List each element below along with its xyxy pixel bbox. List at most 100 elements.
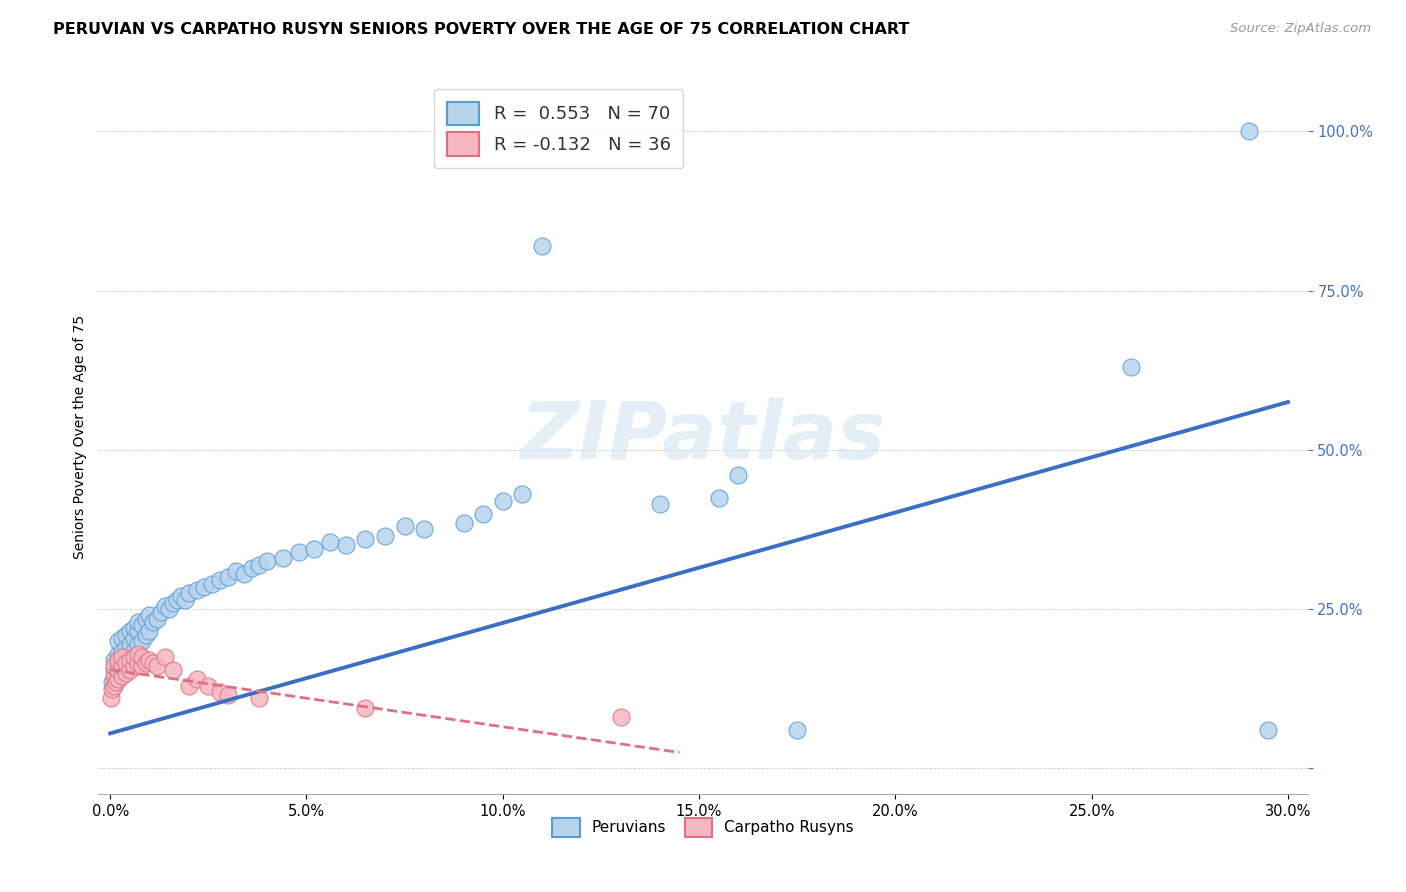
Point [177, 586, 200, 600]
Point [122, 659, 145, 673]
Point [201, 576, 224, 591]
Point [197, 679, 219, 693]
Point [127, 637, 149, 651]
Point [100, 691, 122, 706]
Point [103, 663, 125, 677]
Point [107, 672, 129, 686]
Point [1257, 723, 1279, 738]
Point [150, 605, 173, 619]
Point [177, 679, 200, 693]
Point [786, 723, 808, 738]
Point [103, 679, 125, 693]
Point [122, 643, 145, 657]
Point [271, 551, 294, 566]
Point [111, 649, 134, 664]
Point [394, 519, 416, 533]
Point [146, 659, 169, 673]
Point [162, 663, 184, 677]
Point [122, 621, 145, 635]
Point [166, 592, 188, 607]
Point [240, 560, 263, 574]
Point [232, 567, 254, 582]
Point [107, 647, 129, 661]
Point [209, 574, 232, 588]
Point [354, 532, 377, 546]
Point [413, 523, 436, 537]
Point [111, 649, 134, 664]
Point [374, 529, 396, 543]
Point [247, 691, 270, 706]
Point [319, 535, 342, 549]
Point [153, 599, 176, 613]
Point [170, 590, 193, 604]
Point [103, 653, 125, 667]
Point [127, 624, 149, 639]
Point [157, 602, 180, 616]
Point [453, 516, 475, 530]
Point [138, 653, 160, 667]
Point [118, 637, 141, 651]
Point [107, 634, 129, 648]
Point [304, 541, 326, 556]
Point [138, 624, 160, 639]
Point [122, 649, 145, 664]
Point [115, 640, 138, 655]
Point [209, 685, 232, 699]
Point [118, 663, 141, 677]
Point [122, 631, 145, 645]
Point [472, 507, 495, 521]
Point [1119, 359, 1142, 374]
Point [111, 659, 134, 673]
Point [111, 669, 134, 683]
Point [287, 545, 309, 559]
Point [135, 612, 157, 626]
Legend: Peruvians, Carpatho Rusyns: Peruvians, Carpatho Rusyns [546, 812, 860, 843]
Text: Source: ZipAtlas.com: Source: ZipAtlas.com [1230, 22, 1371, 36]
Point [107, 657, 129, 671]
Point [131, 634, 153, 648]
Point [111, 643, 134, 657]
Point [217, 570, 239, 584]
Point [103, 659, 125, 673]
Point [118, 649, 141, 664]
Point [173, 592, 195, 607]
Point [186, 582, 208, 597]
Point [105, 675, 128, 690]
Point [107, 663, 129, 677]
Point [127, 647, 149, 661]
Point [127, 657, 149, 671]
Point [135, 627, 157, 641]
Point [115, 665, 138, 680]
Point [101, 675, 124, 690]
Point [127, 615, 149, 629]
Point [186, 672, 208, 686]
Point [648, 497, 671, 511]
Point [146, 612, 169, 626]
Point [335, 538, 357, 552]
Point [247, 558, 270, 572]
Point [217, 688, 239, 702]
Point [1237, 124, 1260, 138]
Point [727, 468, 749, 483]
Point [225, 564, 247, 578]
Point [531, 239, 554, 253]
Point [609, 710, 631, 724]
Point [118, 624, 141, 639]
Point [256, 554, 278, 568]
Point [115, 653, 138, 667]
Point [118, 653, 141, 667]
Point [105, 669, 128, 683]
Point [138, 608, 160, 623]
Point [512, 487, 534, 501]
Point [193, 580, 215, 594]
Point [142, 615, 165, 629]
Point [131, 618, 153, 632]
Point [492, 493, 515, 508]
Point [707, 491, 730, 505]
Point [115, 657, 138, 671]
Y-axis label: Seniors Poverty Over the Age of 75: Seniors Poverty Over the Age of 75 [73, 315, 87, 559]
Point [103, 669, 125, 683]
Point [111, 631, 134, 645]
Point [115, 627, 138, 641]
Point [354, 701, 377, 715]
